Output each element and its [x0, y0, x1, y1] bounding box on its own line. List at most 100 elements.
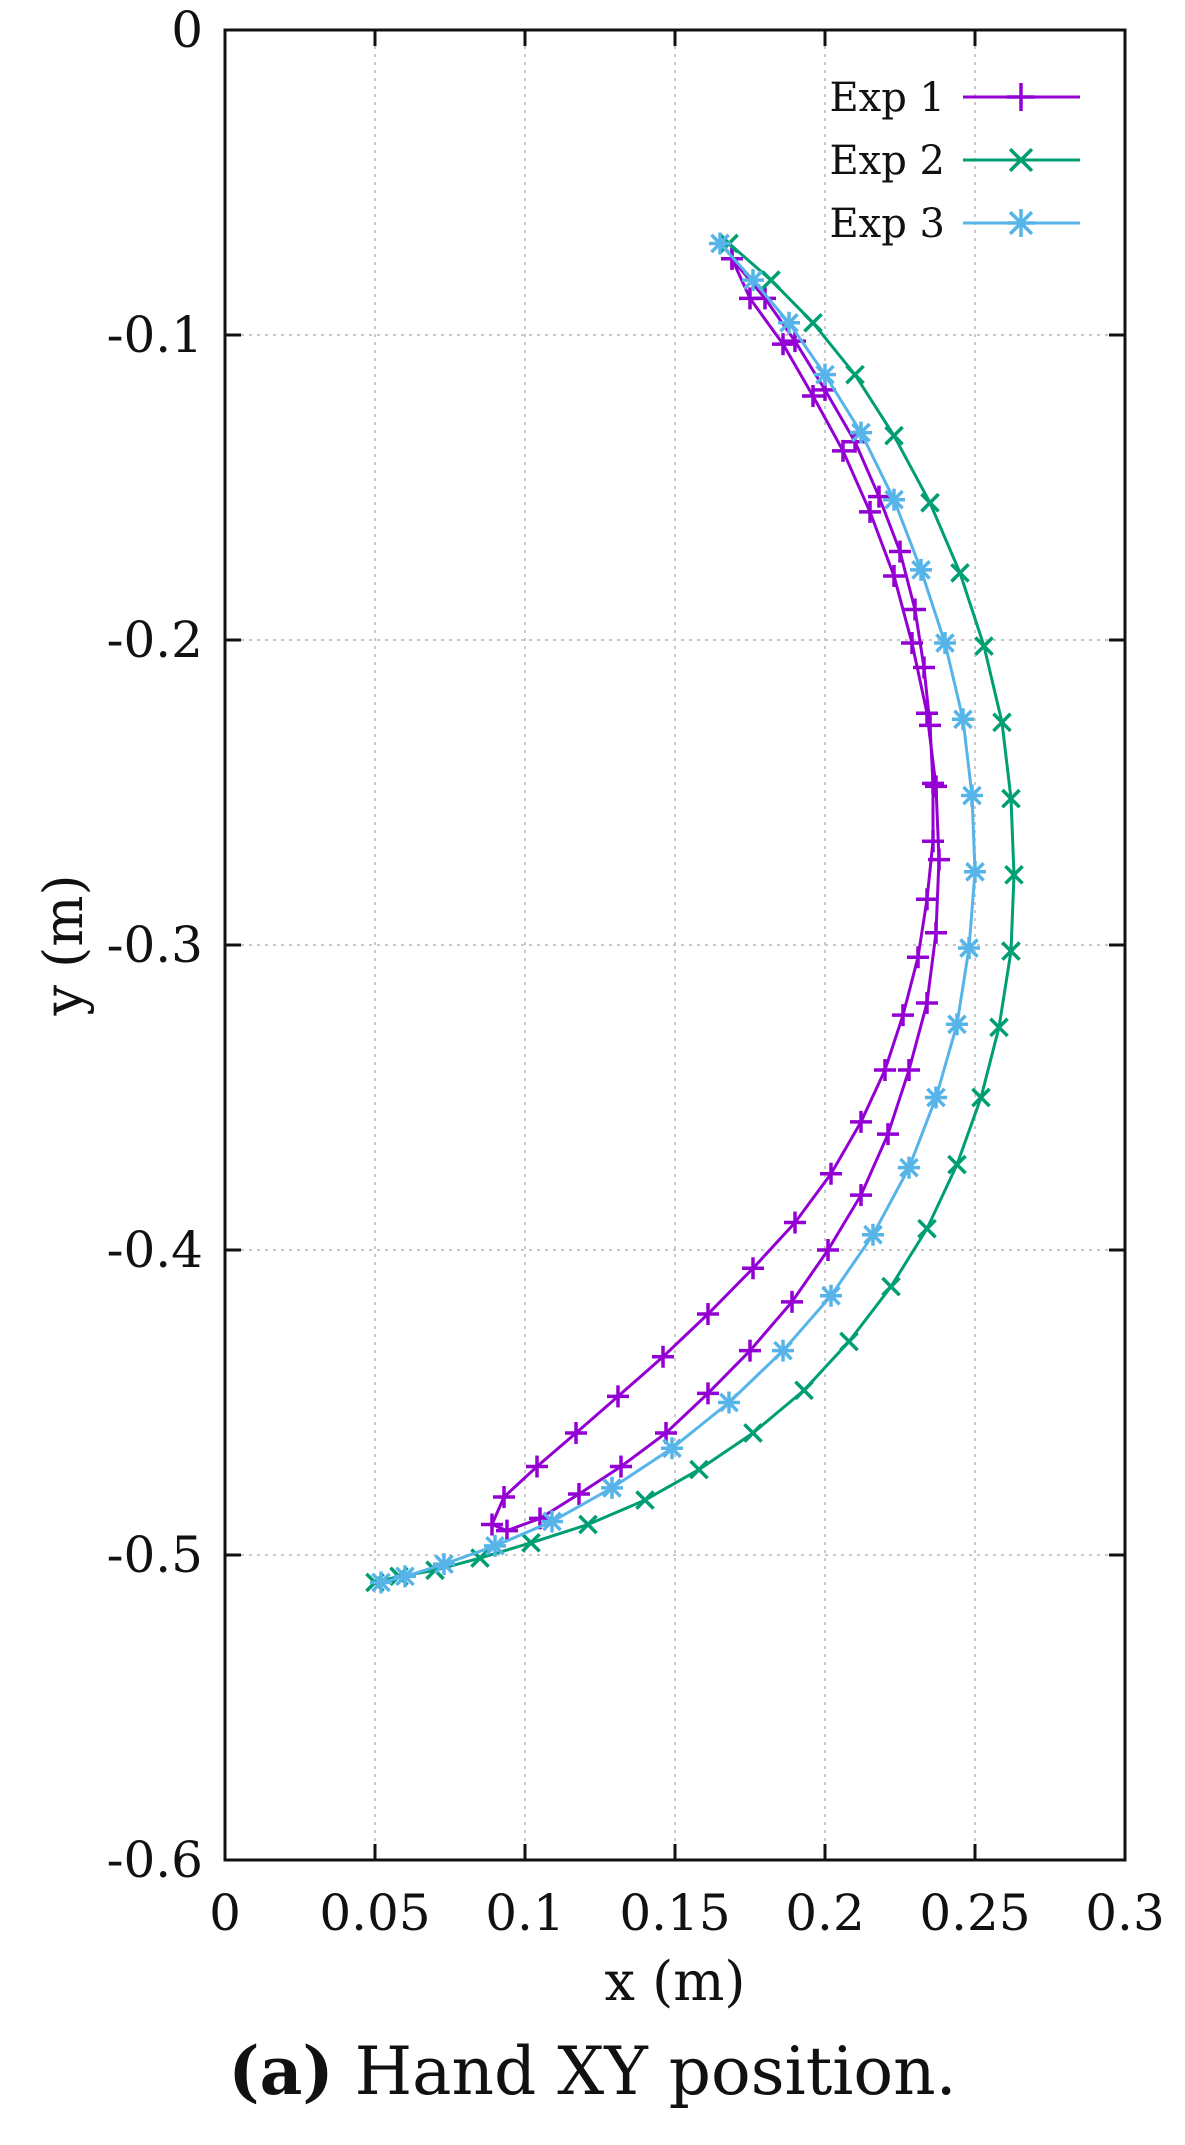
series-1-point — [610, 1455, 632, 1478]
series-1-point — [916, 888, 938, 911]
series-1-point — [568, 1483, 590, 1505]
series-1-point — [913, 656, 935, 679]
series-1-point — [928, 848, 950, 871]
series-2-point — [992, 712, 1012, 733]
series-2-point — [803, 312, 823, 333]
series-2-point — [917, 1218, 937, 1239]
series-1-point — [739, 1339, 761, 1362]
grid-lines — [225, 30, 1125, 1860]
series-2-point — [578, 1514, 598, 1535]
y-tick-label: -0.5 — [107, 1526, 203, 1584]
series-2-line — [374, 242, 1016, 1584]
series-1-point — [877, 1123, 899, 1146]
series-layer — [365, 232, 1024, 1594]
series-3-point — [778, 311, 800, 334]
x-tick-label: 0.15 — [619, 1884, 730, 1942]
series-1-point — [565, 1422, 587, 1444]
series-1-point — [802, 385, 824, 407]
series-3-point — [814, 363, 836, 386]
y-tick-label: -0.1 — [107, 306, 203, 364]
series-1-point — [859, 500, 881, 523]
y-tick-label: -0.3 — [107, 916, 203, 974]
y-tick-label: 0 — [171, 1, 203, 59]
series-1-point — [481, 1513, 503, 1536]
series-3-point — [850, 421, 872, 444]
series-1-point — [898, 1059, 920, 1082]
series-3-point — [742, 269, 764, 292]
series-1-point — [820, 1162, 842, 1185]
series-1-point — [850, 1184, 872, 1207]
series-1-point — [922, 772, 944, 795]
legend-swatch-marker — [1008, 147, 1034, 173]
series-3-point — [862, 1223, 884, 1246]
series-3-point — [961, 784, 983, 807]
series-1-point — [607, 1385, 629, 1408]
xy-position-chart: 0 0.05 0.1 0.15 0.2 0.25 0.3 0 -0.1 -0.2 -0.3 -0.4 -… — [32, 1, 1165, 2013]
legend-swatch-marker — [1007, 83, 1035, 111]
series-3-point — [661, 1437, 683, 1460]
series-2-point — [1001, 788, 1021, 809]
series-1-point — [916, 991, 938, 1014]
series-3-point — [772, 1339, 794, 1362]
y-tick-label: -0.4 — [107, 1221, 203, 1279]
caption-label: (a) — [228, 2032, 334, 2110]
y-axis-label: y (m) — [32, 874, 95, 1016]
series-2-point — [974, 636, 994, 656]
series-2-point — [1001, 941, 1021, 961]
legend-swatch-marker — [1007, 209, 1035, 237]
series-1-point — [868, 485, 890, 508]
series-2-point — [689, 1459, 709, 1480]
series-1-point — [817, 1239, 839, 1261]
series-2-point — [1004, 865, 1024, 885]
y-tick-label: -0.2 — [107, 611, 203, 669]
series-3-point — [898, 1156, 920, 1179]
legend-label: Exp 3 — [829, 201, 945, 247]
series-2-point — [989, 1017, 1009, 1038]
series-3-point — [925, 1086, 947, 1109]
series-2-point — [971, 1087, 991, 1108]
x-axis-label: x (m) — [605, 1950, 746, 2013]
x-tick-label: 0.25 — [919, 1884, 1030, 1942]
caption-text: Hand XY position. — [333, 2033, 957, 2110]
series-3-point — [394, 1565, 416, 1588]
x-tick-label: 0.2 — [785, 1884, 865, 1942]
series-2-point — [794, 1380, 814, 1401]
series-1-point — [904, 598, 926, 621]
series-3-point — [541, 1510, 563, 1533]
series-2-point — [884, 425, 904, 446]
series-1-point — [772, 333, 794, 356]
series-1-point — [697, 1303, 719, 1326]
series-1-point — [784, 1211, 806, 1234]
series-2-point — [635, 1490, 655, 1510]
axis-ticks: 0 0.05 0.1 0.15 0.2 0.25 0.3 0 -0.1 -0.2 -0.3 -0.4 -… — [107, 1, 1165, 1942]
series-1-point — [925, 775, 947, 798]
series-3-line — [380, 242, 977, 1584]
series-1-point — [781, 1290, 803, 1313]
series-1-point — [925, 921, 947, 944]
series-3-point — [370, 1571, 392, 1594]
series-2-point — [521, 1532, 541, 1553]
series-1-point — [832, 439, 854, 462]
series-1-point — [652, 1345, 674, 1368]
series-3-point — [820, 1284, 842, 1307]
x-tick-label: 0.1 — [485, 1884, 565, 1942]
series-1-point — [697, 1382, 719, 1405]
series-1-point — [883, 564, 905, 587]
series-2-point — [920, 492, 940, 513]
series-2-point — [839, 1331, 859, 1352]
x-tick-label: 0.3 — [1085, 1884, 1165, 1942]
series-3-point — [946, 1013, 968, 1036]
series-1-point — [901, 632, 923, 655]
series-3-point — [952, 708, 974, 731]
series-1-point — [493, 1486, 515, 1509]
series-1-point — [496, 1519, 518, 1542]
series-2-point — [761, 270, 781, 290]
series-3-point — [958, 937, 980, 960]
series-1-point — [892, 1004, 914, 1027]
legend-label: Exp 2 — [829, 138, 945, 184]
series-2-point — [881, 1276, 901, 1297]
series-1-point — [889, 540, 911, 563]
series-1-point — [850, 1110, 872, 1133]
series-3-point — [883, 488, 905, 511]
series-1-point — [526, 1455, 548, 1478]
